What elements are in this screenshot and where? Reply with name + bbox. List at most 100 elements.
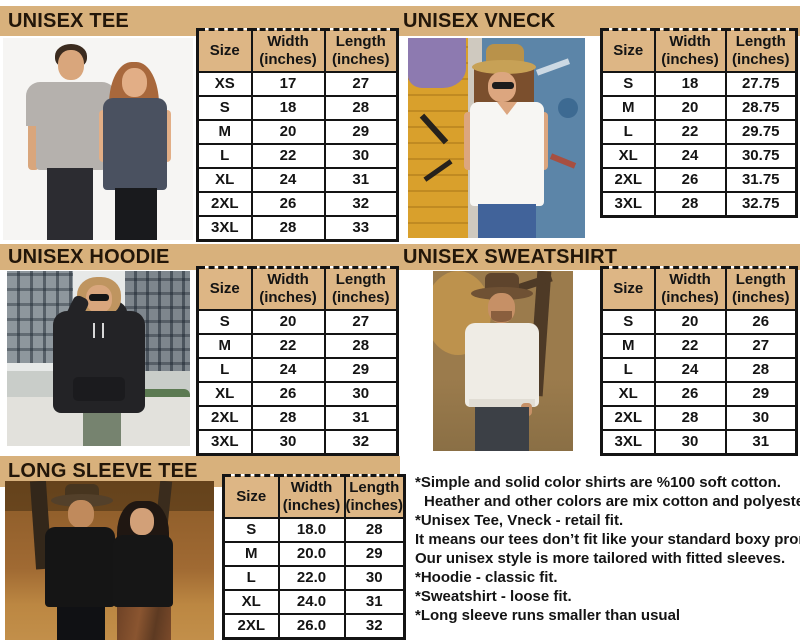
size-row: XL 24 31 [196, 167, 399, 193]
woman-head [130, 508, 154, 535]
length-cell: 29 [724, 381, 798, 407]
blue-graffiti-dot [558, 98, 578, 118]
size-row: L 22 29.75 [600, 119, 798, 145]
size-row: L 24 28 [600, 357, 798, 383]
note-line: *Hoodie - classic fit. [415, 569, 558, 586]
length-cell: 33 [323, 215, 399, 242]
note-line: *Long sleeve runs smaller than usual [415, 607, 681, 624]
unisex-hoodie-photo [7, 271, 190, 446]
man-head [68, 500, 94, 528]
width-cell: 20 [653, 95, 727, 121]
width-cell: 28 [250, 405, 326, 431]
length-cell: 32 [343, 613, 406, 640]
sunglasses [89, 294, 109, 301]
size-cell: XS [196, 71, 253, 97]
width-cell: 30 [250, 429, 326, 456]
size-table-header-row: Size Width (inches) Length (inches) [222, 475, 406, 519]
size-cell: 2XL [222, 613, 280, 640]
unisex-sweatshirt-size-table: Size Width (inches) Length (inches) S 20 26 M… [600, 266, 798, 456]
length-cell: 31 [724, 429, 798, 456]
dark-jeans [475, 407, 529, 451]
width-cell: 24 [653, 357, 727, 383]
length-cell: 31 [323, 167, 399, 193]
width-cell: 20.0 [277, 541, 346, 567]
width-column-header: Width (inches) [277, 475, 346, 519]
size-table-header-row: Size Width (inches) Length (inches) [196, 29, 399, 73]
size-row: 3XL 28 32.75 [600, 191, 798, 218]
size-cell: M [600, 333, 656, 359]
note-line: Our unisex style is more tailored with f… [415, 550, 786, 567]
width-cell: 22 [653, 333, 727, 359]
width-column-header: Width (inches) [653, 267, 727, 311]
woman-black-long-sleeve [113, 535, 173, 607]
length-column-header: Length (inches) [323, 29, 399, 73]
size-cell: 3XL [600, 191, 656, 218]
width-cell: 22 [250, 333, 326, 359]
width-cell: 26 [250, 381, 326, 407]
length-cell: 30.75 [724, 143, 798, 169]
section-title-unisex-tee: UNISEX TEE [8, 10, 129, 32]
size-cell: S [196, 95, 253, 121]
size-column-header: Size [222, 475, 280, 519]
section-header-band-2: UNISEX HOODIE UNISEX SWEATSHIRT [0, 244, 800, 270]
size-column-header: Size [196, 29, 253, 73]
width-cell: 20 [250, 119, 326, 145]
man-black-jeans [57, 607, 105, 640]
width-cell: 18.0 [277, 517, 346, 543]
size-cell: S [196, 309, 253, 335]
woman-head [122, 68, 147, 97]
size-row: 2XL 26 32 [196, 191, 399, 217]
fit-notes: *Simple and solid color shirts are %100 … [415, 473, 800, 625]
length-cell: 32.75 [724, 191, 798, 218]
width-cell: 18 [653, 71, 727, 97]
green-leggings [83, 413, 121, 446]
size-cell: 3XL [600, 429, 656, 456]
hoodie-drawstring [93, 323, 95, 338]
length-cell: 30 [323, 381, 399, 407]
size-row: XL 24.0 31 [222, 589, 406, 615]
size-row: S 20 27 [196, 309, 399, 335]
length-cell: 31 [323, 405, 399, 431]
length-cell: 29 [323, 357, 399, 383]
length-cell: 27 [323, 71, 399, 97]
size-cell: L [196, 143, 253, 169]
length-cell: 28 [323, 95, 399, 121]
length-column-header: Length (inches) [343, 475, 406, 519]
length-cell: 27 [724, 333, 798, 359]
size-table-header-row: Size Width (inches) Length (inches) [196, 267, 399, 311]
size-cell: 2XL [196, 405, 253, 431]
width-cell: 24 [653, 143, 727, 169]
width-column-header: Width (inches) [250, 29, 326, 73]
size-row: L 24 29 [196, 357, 399, 383]
section-title-unisex-hoodie: UNISEX HOODIE [8, 246, 170, 268]
length-cell: 27.75 [724, 71, 798, 97]
size-row: S 18.0 28 [222, 517, 406, 543]
width-cell: 26 [653, 167, 727, 193]
rust-skirt [117, 607, 171, 640]
size-row: S 18 28 [196, 95, 399, 121]
size-cell: 3XL [196, 215, 253, 242]
size-cell: M [600, 95, 656, 121]
note-line: *Sweatshirt - loose fit. [415, 588, 572, 605]
man-black-long-sleeve [45, 527, 115, 607]
note-line: Heather and other colors are mix cotton … [424, 493, 800, 510]
length-cell: 31.75 [724, 167, 798, 193]
man-gray-tee [36, 86, 106, 170]
width-cell: 26 [653, 381, 727, 407]
unisex-sweatshirt-photo [433, 271, 573, 451]
size-table-header-row: Size Width (inches) Length (inches) [600, 267, 798, 311]
size-cell: XL [196, 167, 253, 193]
length-cell: 28 [724, 357, 798, 383]
size-cell: L [222, 565, 280, 591]
size-row: M 20.0 29 [222, 541, 406, 567]
length-cell: 28 [343, 517, 406, 543]
size-column-header: Size [600, 267, 656, 311]
length-cell: 28.75 [724, 95, 798, 121]
size-cell: 3XL [196, 429, 253, 456]
length-cell: 30 [343, 565, 406, 591]
sunglasses [492, 82, 514, 89]
section-header-band-1: UNISEX TEE UNISEX VNECK [0, 6, 800, 36]
size-cell: L [600, 357, 656, 383]
note-line: It means our tees don’t fit like your st… [415, 531, 800, 548]
size-cell: M [196, 119, 253, 145]
